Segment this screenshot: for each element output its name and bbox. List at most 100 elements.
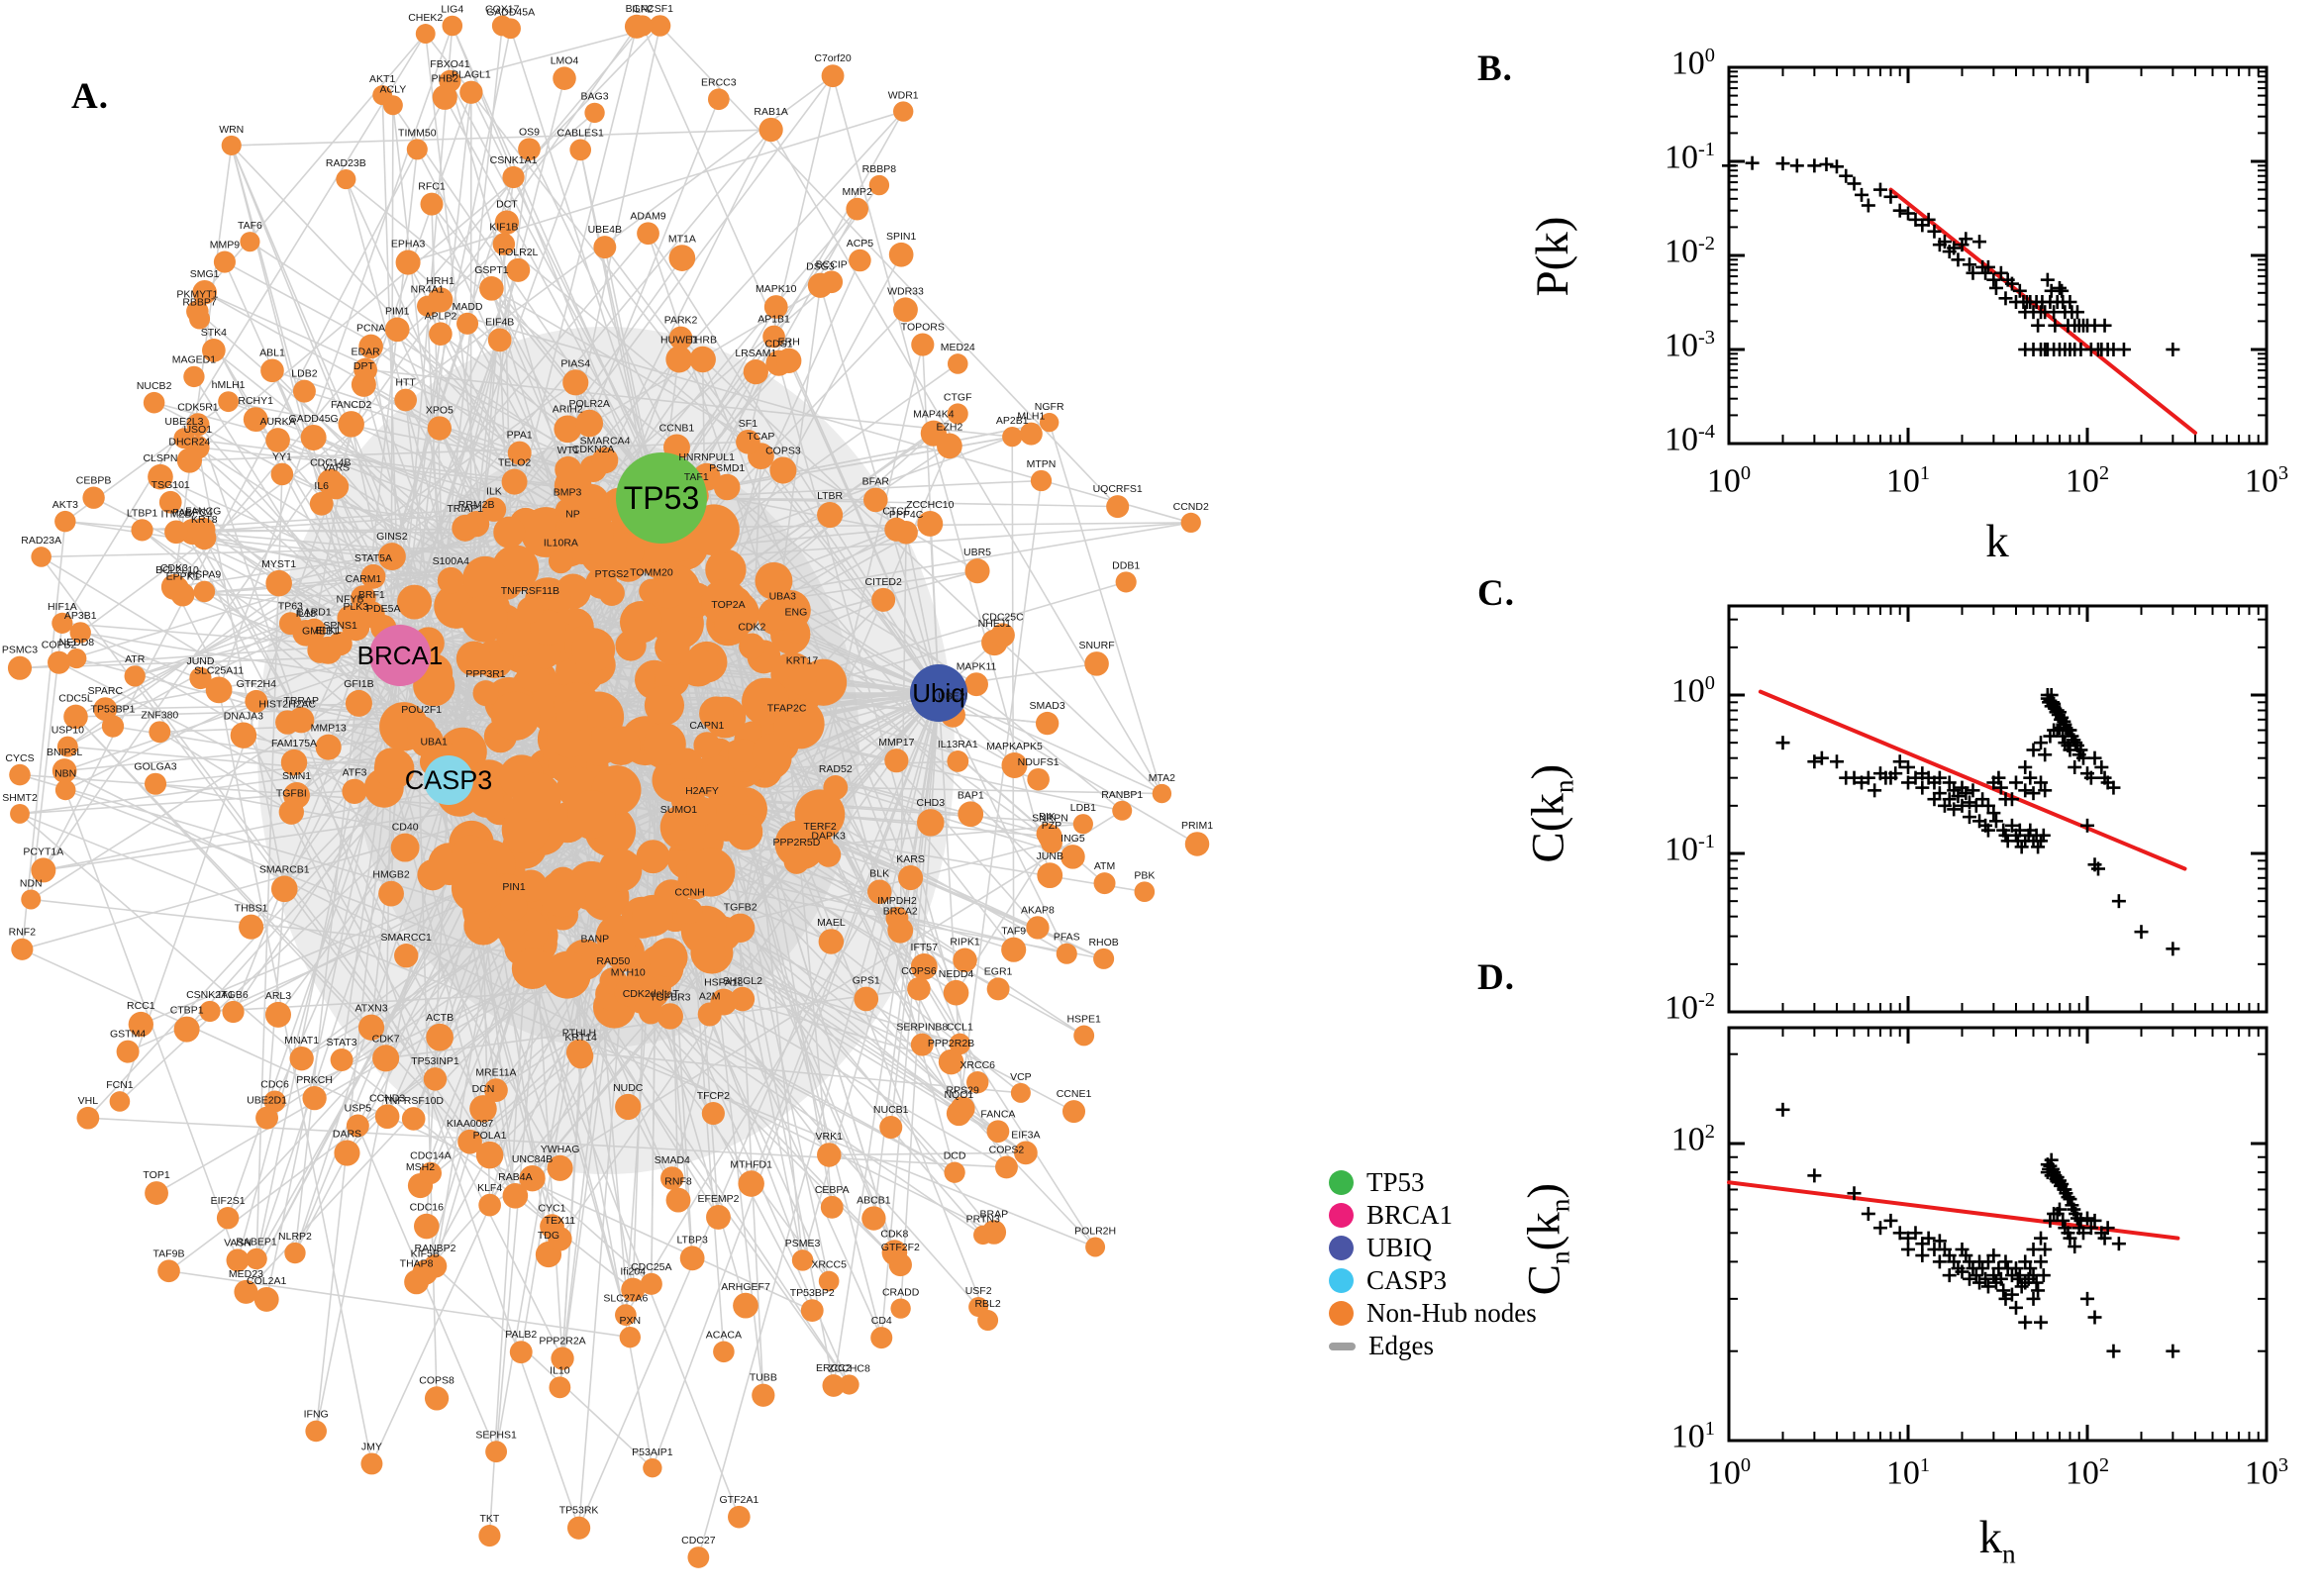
gene-label: CDC5L bbox=[58, 693, 93, 705]
gene-label: ENG bbox=[785, 607, 808, 619]
gene-label: BRAP bbox=[980, 1208, 1009, 1220]
non-hub-node bbox=[888, 242, 914, 267]
non-hub-node bbox=[820, 1195, 844, 1219]
gene-label: AP3B1 bbox=[64, 610, 97, 622]
gene-label: BANP bbox=[581, 933, 610, 945]
non-hub-node bbox=[240, 232, 260, 252]
gene-label: PCNA bbox=[356, 323, 385, 335]
non-hub-node bbox=[1056, 943, 1077, 964]
non-hub-node bbox=[519, 1165, 546, 1192]
non-hub-node bbox=[442, 15, 463, 37]
non-hub-node bbox=[481, 497, 507, 522]
non-hub-node bbox=[917, 809, 945, 837]
non-hub-node bbox=[292, 379, 316, 403]
gene-label: CEBPA bbox=[815, 1184, 850, 1196]
non-hub-node bbox=[10, 803, 30, 824]
gene-label: IL13RA1 bbox=[938, 739, 978, 750]
non-hub-node bbox=[690, 936, 727, 971]
non-hub-node bbox=[846, 197, 869, 221]
non-hub-node bbox=[216, 1207, 240, 1230]
gene-label: GADD45A bbox=[486, 6, 535, 18]
panel-c-label: C. bbox=[1477, 573, 1515, 614]
non-hub-node bbox=[1030, 469, 1053, 492]
gene-label: BMP3 bbox=[554, 486, 582, 498]
non-hub-node bbox=[966, 1070, 989, 1094]
non-hub-node bbox=[964, 558, 990, 584]
non-hub-node bbox=[1010, 1082, 1031, 1103]
non-hub-node bbox=[863, 487, 888, 513]
plot-frame bbox=[1727, 65, 2269, 446]
non-hub-node bbox=[1073, 1025, 1095, 1047]
non-hub-node bbox=[372, 1045, 400, 1072]
gene-label: TERF2 bbox=[803, 821, 836, 833]
non-hub-node bbox=[752, 1383, 775, 1407]
non-hub-node bbox=[478, 1193, 501, 1217]
axis-tick-label: 103 bbox=[2244, 1454, 2289, 1492]
non-hub-node bbox=[1037, 862, 1063, 889]
gene-label: TFAP2C bbox=[767, 703, 807, 715]
non-hub-node bbox=[763, 295, 788, 319]
non-hub-node bbox=[710, 988, 738, 1016]
non-hub-node bbox=[245, 689, 268, 713]
gene-label: YWHAG bbox=[541, 1144, 580, 1155]
gene-label: RHOB bbox=[1088, 937, 1118, 948]
gene-label: GOLGA3 bbox=[134, 761, 176, 773]
non-hub-node bbox=[619, 1326, 641, 1348]
gene-label: KIAA0087 bbox=[447, 1118, 493, 1130]
gene-label: H2AFY bbox=[685, 785, 719, 797]
gene-label: COPS8 bbox=[419, 1374, 454, 1386]
gene-label: CD40 bbox=[392, 822, 419, 834]
gene-label: SF1 bbox=[739, 418, 758, 430]
gene-label: THAP8 bbox=[400, 1257, 434, 1269]
fit-line bbox=[1888, 187, 2197, 436]
non-hub-node bbox=[502, 1182, 529, 1209]
non-hub-node bbox=[51, 612, 73, 634]
gene-label: S100A4 bbox=[433, 555, 470, 567]
non-hub-node bbox=[1084, 651, 1109, 676]
gene-label: ERCC3 bbox=[701, 76, 737, 88]
gene-label: UBR5 bbox=[963, 547, 991, 558]
gene-label: ERH bbox=[778, 337, 800, 349]
axis-tick-label: 101 bbox=[1885, 462, 1931, 500]
non-hub-node bbox=[186, 413, 210, 437]
gene-label: UBE2I bbox=[938, 690, 967, 702]
non-hub-node bbox=[423, 1254, 448, 1278]
non-hub-node bbox=[1152, 783, 1172, 804]
non-hub-node bbox=[943, 979, 969, 1006]
gene-label: COPB2 bbox=[42, 640, 77, 651]
non-hub-node bbox=[571, 628, 616, 672]
non-hub-node bbox=[280, 748, 308, 776]
gene-label: CD4 bbox=[871, 1315, 892, 1327]
gene-label: TAF1 bbox=[684, 471, 709, 483]
non-hub-node bbox=[949, 1033, 971, 1055]
gene-label: SLC27A6 bbox=[603, 1292, 648, 1304]
non-hub-node bbox=[192, 279, 217, 305]
gene-label: PIN1 bbox=[502, 881, 526, 893]
non-hub-node bbox=[143, 391, 165, 414]
gene-label: CYC1 bbox=[539, 1202, 566, 1214]
non-hub-node bbox=[144, 772, 167, 795]
gene-label: NEDD8 bbox=[59, 637, 95, 648]
gene-nodes bbox=[7, 14, 1210, 1568]
non-hub-node bbox=[699, 696, 734, 731]
gene-label: GSTM4 bbox=[110, 1029, 146, 1041]
non-hub-node bbox=[468, 782, 504, 818]
non-hub-node bbox=[429, 322, 453, 346]
non-hub-node bbox=[357, 1014, 385, 1041]
non-hub-node bbox=[632, 15, 654, 37]
legend-item-tp53: TP53 bbox=[1329, 1166, 1537, 1199]
non-hub-node bbox=[1002, 427, 1023, 448]
gene-label: TUBB bbox=[750, 1372, 777, 1384]
non-hub-node bbox=[145, 1181, 168, 1205]
non-hub-node bbox=[614, 978, 643, 1007]
gene-label: NUCB1 bbox=[873, 1104, 909, 1116]
gene-label: RANBP2 bbox=[415, 1243, 456, 1254]
gene-label: RCC1 bbox=[127, 1000, 155, 1012]
gene-label: ILF2 bbox=[632, 3, 653, 15]
non-hub-node bbox=[397, 584, 433, 620]
gene-label: KRT8 bbox=[191, 514, 218, 526]
gene-label: HIF1A bbox=[48, 601, 77, 613]
gene-label: OS9 bbox=[519, 126, 540, 138]
gene-label: ABL1 bbox=[259, 348, 285, 359]
non-hub-node bbox=[881, 1240, 908, 1265]
